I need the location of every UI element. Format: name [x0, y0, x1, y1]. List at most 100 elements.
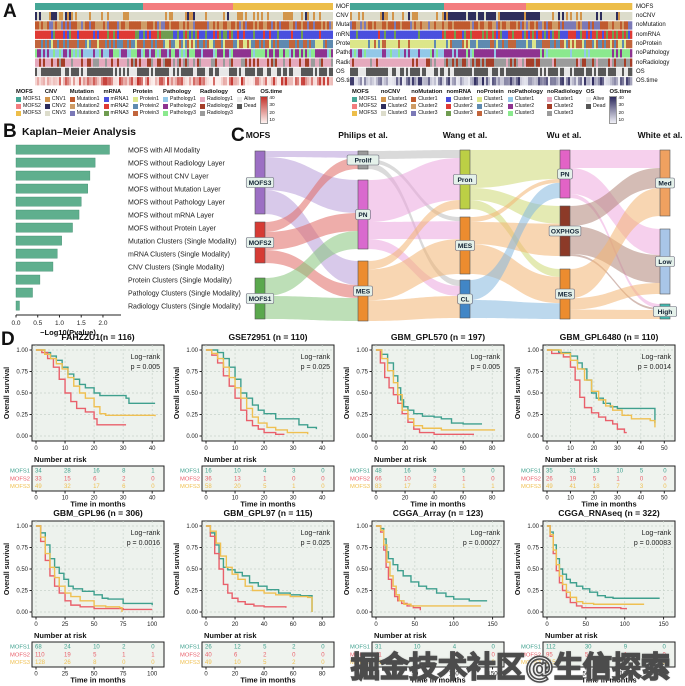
sankey-link-m2-prolif — [265, 157, 358, 232]
km-plot-CGGA_Array: CGGA_Array (n = 123) 1.00 0.75 0.50 0.25 0.00… — [342, 507, 510, 686]
sankey-link-pron-pn2 — [470, 150, 560, 188]
legend-color-chip — [352, 104, 357, 109]
svg-text:0.75: 0.75 — [356, 370, 368, 376]
svg-text:MOFS1: MOFS1 — [350, 469, 370, 475]
svg-text:0: 0 — [374, 672, 378, 678]
svg-text:Overall survival: Overall survival — [344, 367, 351, 419]
svg-text:40: 40 — [149, 446, 156, 452]
sankey-link-m1-mes1 — [265, 296, 358, 321]
svg-text:0.75: 0.75 — [16, 546, 28, 552]
svg-text:41: 41 — [375, 652, 382, 658]
svg-text:GBM_GPL570 (n = 197): GBM_GPL570 (n = 197) — [391, 332, 485, 342]
km-curve-MOFS3 — [547, 525, 645, 605]
legend-color-chip — [446, 104, 452, 109]
svg-text:6: 6 — [122, 484, 126, 490]
svg-text:2: 2 — [433, 476, 437, 482]
svg-text:Log−rank: Log−rank — [301, 354, 331, 361]
legend-group-title: Protein — [132, 89, 153, 95]
svg-text:33: 33 — [35, 476, 42, 482]
legend-item: Protein3 — [132, 110, 159, 117]
ostime-gradient-bar — [260, 96, 269, 124]
svg-text:30: 30 — [585, 645, 592, 651]
svg-text:Number at risk: Number at risk — [374, 631, 427, 640]
legend-color-chip — [132, 104, 138, 109]
svg-text:MOFS3: MOFS3 — [521, 660, 541, 666]
svg-text:24: 24 — [64, 645, 71, 651]
svg-text:0: 0 — [663, 469, 667, 475]
legend-color-chip — [546, 111, 552, 116]
svg-text:20: 20 — [91, 496, 98, 502]
legend-color-chip — [132, 97, 138, 102]
legend-item: MOFS3 — [352, 110, 377, 117]
svg-text:MOFS2: MOFS2 — [350, 652, 370, 658]
panel-label-b: B — [3, 121, 17, 142]
svg-text:30: 30 — [120, 446, 127, 452]
svg-text:1: 1 — [151, 469, 155, 475]
svg-text:0.50: 0.50 — [16, 391, 28, 397]
legend-group-title: Mutation — [69, 89, 94, 95]
svg-text:0: 0 — [453, 652, 457, 658]
legend-group-OS: OS Alive Dead — [586, 89, 605, 110]
svg-text:41: 41 — [569, 484, 576, 490]
legend-color-chip — [16, 104, 21, 109]
svg-text:Log−rank: Log−rank — [301, 530, 331, 537]
svg-text:0: 0 — [545, 672, 549, 678]
panel-label-a: A — [3, 1, 17, 22]
svg-text:8: 8 — [122, 469, 126, 475]
svg-text:0.50: 0.50 — [16, 567, 28, 573]
svg-text:MOFS3: MOFS3 — [10, 660, 30, 666]
km-plot-GBM_GPL6480: GBM_GPL6480 (n = 110) 1.00 0.75 0.50 0.25 0.0… — [513, 331, 681, 512]
legend-item: Cluster1 — [380, 96, 407, 103]
km-plot-CGGA_RNAseq: CGGA_RNAseq (n = 322) 1.00 0.75 0.50 0.25 0.0… — [513, 507, 681, 686]
legend-item: Cluster3 — [476, 110, 504, 117]
svg-text:Pron: Pron — [457, 177, 472, 184]
svg-text:GBM_GPL6480 (n = 110): GBM_GPL6480 (n = 110) — [560, 332, 659, 342]
svg-text:49: 49 — [546, 484, 553, 490]
svg-text:Radiology Clusters (Single Mod: Radiology Clusters (Single Modality) — [128, 304, 241, 311]
legend-group-noMutation: noMutation Cluster1 Cluster2 Cluster3 — [411, 89, 442, 117]
svg-text:20: 20 — [261, 496, 268, 502]
svg-text:18: 18 — [593, 484, 600, 490]
km-curve-MOFS1 — [206, 349, 318, 430]
svg-text:MOFS3: MOFS3 — [180, 660, 200, 666]
track-label-noMutation: noMutation — [636, 22, 666, 29]
legend-item: Mutation1 — [69, 96, 100, 103]
track-label-MOFS: MOFS — [336, 3, 354, 10]
legend-item: Cluster3 — [546, 110, 582, 117]
svg-text:9: 9 — [433, 469, 437, 475]
sankey-link-cl-mes3 — [470, 300, 560, 319]
svg-text:20: 20 — [232, 672, 239, 678]
svg-text:5: 5 — [263, 484, 267, 490]
svg-text:Time in months: Time in months — [410, 500, 465, 508]
svg-text:100: 100 — [620, 672, 631, 678]
svg-text:10: 10 — [62, 446, 69, 452]
svg-text:1.00: 1.00 — [16, 348, 28, 354]
svg-text:2: 2 — [263, 652, 267, 658]
legend-color-chip — [380, 104, 386, 109]
heatmap-tracks-left — [35, 3, 333, 86]
legend-color-chip — [236, 104, 242, 109]
legend-color-chip — [199, 104, 205, 109]
svg-text:0: 0 — [491, 476, 495, 482]
legend-item: Pathology3 — [163, 110, 196, 117]
svg-text:0: 0 — [34, 446, 38, 452]
legend-item: MOFS3 — [16, 110, 41, 117]
legend-item: Dead — [586, 103, 605, 110]
sankey-diagram: MOFS3 MOFS2 MOFS1 Prolif PN MES Pron MES CL PN OXP… — [245, 149, 677, 322]
legend-color-chip — [103, 111, 109, 116]
svg-text:2: 2 — [292, 660, 296, 666]
svg-text:MOFS2: MOFS2 — [180, 652, 200, 658]
svg-text:0: 0 — [374, 496, 378, 502]
legend-item: mRNA2 — [103, 103, 129, 110]
svg-text:49: 49 — [205, 660, 212, 666]
svg-text:p = 0.00083: p = 0.00083 — [634, 540, 671, 547]
svg-text:Overall survival: Overall survival — [4, 367, 11, 419]
svg-text:1: 1 — [292, 484, 296, 490]
legend-item: Pathology1 — [163, 96, 196, 103]
sankey-column-header-1: Philips et al. — [338, 130, 388, 140]
sankey-column-header-3: Wu et al. — [546, 130, 582, 140]
svg-text:50: 50 — [583, 672, 590, 678]
svg-text:2: 2 — [624, 660, 628, 666]
legend-color-chip — [236, 97, 242, 102]
